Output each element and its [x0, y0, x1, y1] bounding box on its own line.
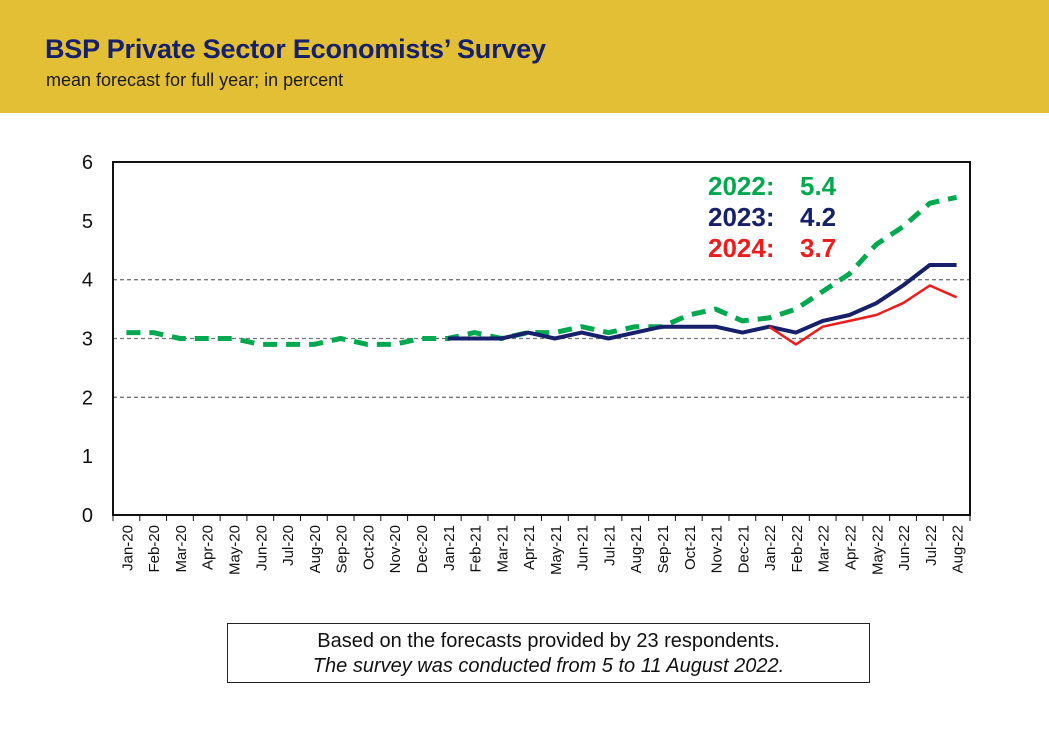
- y-tick-label: 3: [82, 329, 93, 351]
- x-tick-label: Mar-22: [816, 525, 833, 573]
- x-tick-label: Jan-22: [762, 525, 779, 571]
- x-tick-label: May-22: [869, 525, 886, 575]
- x-tick-label: May-20: [227, 525, 244, 575]
- x-tick-label: Oct-20: [360, 525, 377, 570]
- y-tick-label: 6: [82, 152, 93, 174]
- legend-label-2024: 2024:: [708, 233, 775, 263]
- x-tick-label: Aug-21: [628, 525, 645, 573]
- x-tick-label: Apr-21: [521, 525, 538, 570]
- y-tick-label: 0: [82, 505, 93, 527]
- x-tick-label: Oct-21: [682, 525, 699, 570]
- header-banner: BSP Private Sector Economists’ Survey me…: [0, 0, 1049, 113]
- x-tick-label: Jul-22: [923, 525, 940, 566]
- legend-label-2022: 2022:: [708, 171, 775, 201]
- x-tick-label: Jan-20: [119, 525, 136, 571]
- x-tick-label: Apr-22: [842, 525, 859, 570]
- series-line-2024: [768, 284, 958, 346]
- legend-value-2024: 3.7: [800, 233, 836, 263]
- legend-value-2023: 4.2: [800, 202, 836, 232]
- x-tick-label: Jun-22: [896, 525, 913, 571]
- y-tick-label: 4: [82, 270, 93, 292]
- x-tick-label: Aug-20: [307, 525, 324, 573]
- note-line-survey-dates: The survey was conducted from 5 to 11 Au…: [312, 655, 785, 677]
- x-tick-label: Dec-20: [414, 525, 431, 573]
- y-tick-label: 2: [82, 387, 93, 409]
- x-tick-label: Dec-21: [735, 525, 752, 573]
- x-tick-label: Apr-20: [200, 525, 217, 570]
- series-line-2022: [126, 194, 958, 347]
- x-tick-label: May-21: [548, 525, 565, 575]
- x-tick-label: Mar-20: [173, 525, 190, 573]
- x-tick-label: Sep-20: [334, 525, 351, 573]
- x-tick-label: Sep-21: [655, 525, 672, 573]
- page-subtitle: mean forecast for full year; in percent: [46, 70, 344, 90]
- page-title: BSP Private Sector Economists’ Survey: [45, 34, 546, 64]
- survey-note: Based on the forecasts provided by 23 re…: [227, 623, 870, 683]
- x-tick-label: Feb-20: [146, 525, 163, 573]
- x-tick-label: Jul-21: [601, 525, 618, 566]
- x-tick-label: Feb-21: [468, 525, 485, 573]
- x-tick-label: Jun-21: [575, 525, 592, 571]
- x-tick-label: Feb-22: [789, 525, 806, 573]
- legend-value-2022: 5.4: [800, 171, 837, 201]
- series-line-2023: [447, 263, 957, 341]
- y-tick-label: 5: [82, 211, 93, 233]
- x-tick-label: Aug-22: [950, 525, 967, 573]
- x-tick-label: Jul-20: [280, 525, 297, 566]
- x-tick-label: Nov-21: [709, 525, 726, 573]
- x-tick-label: Jan-21: [441, 525, 458, 571]
- x-tick-label: Mar-21: [494, 525, 511, 573]
- x-tick-label: Nov-20: [387, 525, 404, 573]
- y-tick-label: 1: [82, 446, 93, 468]
- x-tick-label: Jun-20: [253, 525, 270, 571]
- legend-label-2023: 2023:: [708, 202, 775, 232]
- note-line-respondents: Based on the forecasts provided by 23 re…: [317, 630, 780, 652]
